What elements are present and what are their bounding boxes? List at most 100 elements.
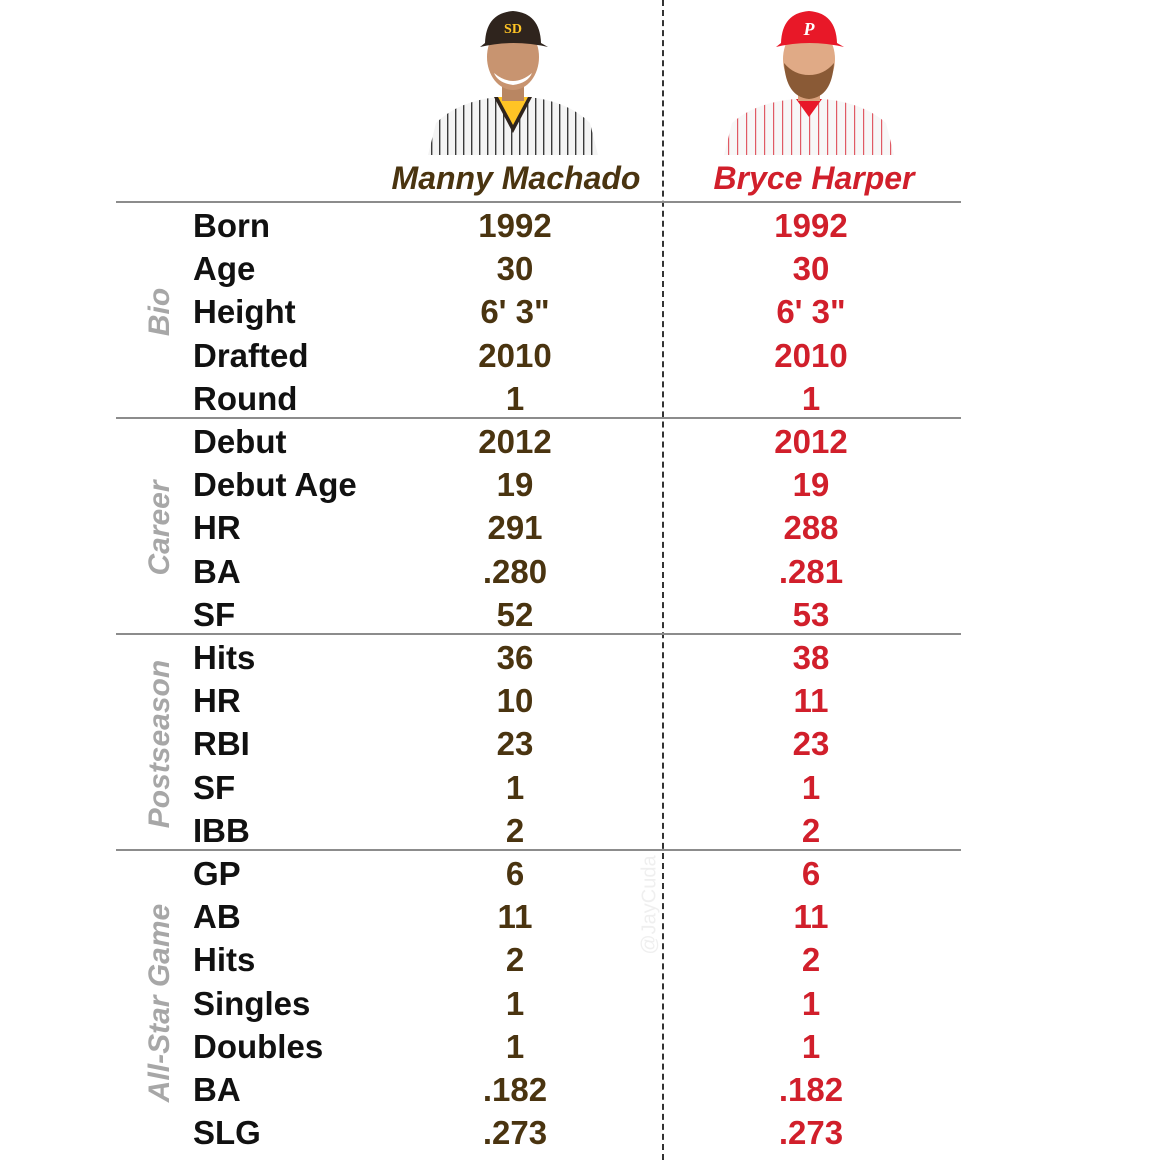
table-row: BA .280 .281 <box>0 550 1170 593</box>
stat-label: Age <box>193 250 256 288</box>
harper-value: 2 <box>801 811 821 849</box>
table-row: Debut Age 19 19 <box>0 463 1170 506</box>
machado-value: 1 <box>505 768 525 806</box>
machado-value: 11 <box>497 898 533 936</box>
harper-value: 11 <box>793 898 829 936</box>
section-divider <box>116 849 961 851</box>
stat-label: Round <box>193 379 298 417</box>
section-divider <box>116 417 961 419</box>
section-divider <box>116 633 961 635</box>
table-row: GP 6 6 <box>0 852 1170 895</box>
harper-value: 6' 3" <box>776 293 846 331</box>
machado-value: 10 <box>496 682 534 720</box>
harper-value: .182 <box>778 1071 844 1108</box>
machado-value: .273 <box>482 1114 548 1152</box>
stat-label: SF <box>193 768 236 806</box>
harper-value: 2010 <box>774 336 848 374</box>
stat-label: Drafted <box>193 336 309 374</box>
section-label-text: All-Star Game <box>143 903 176 1103</box>
table-row: Drafted 2010 2010 <box>0 334 1170 377</box>
harper-value: 38 <box>792 639 830 676</box>
machado-value: 52 <box>496 595 534 633</box>
machado-value: 1 <box>505 379 525 417</box>
table-row: Hits 2 2 <box>0 938 1170 981</box>
column-divider <box>662 0 664 1160</box>
table-row: SF 52 53 <box>0 593 1170 636</box>
table-row: Round 1 1 <box>0 377 1170 420</box>
machado-value: 2010 <box>478 336 552 374</box>
table-row: SF 1 1 <box>0 766 1170 809</box>
stat-label: GP <box>193 855 241 892</box>
stat-label: Doubles <box>193 1027 324 1065</box>
stat-label: HR <box>193 682 241 720</box>
stat-label: Debut Age <box>193 466 357 504</box>
table-row: IBB 2 2 <box>0 809 1170 852</box>
table-row: HR 291 288 <box>0 506 1170 549</box>
harper-value: 1 <box>801 984 821 1022</box>
machado-value: 23 <box>496 725 534 763</box>
machado-value: 1 <box>505 1027 525 1065</box>
harper-value: 6 <box>801 855 821 892</box>
table-row: Debut 2012 2012 <box>0 420 1170 463</box>
machado-headshot-image: SD <box>428 11 598 155</box>
player-photo-machado: SD <box>428 5 598 155</box>
harper-value: 1 <box>801 379 821 417</box>
stat-label: IBB <box>193 811 250 849</box>
machado-value: 19 <box>496 466 534 504</box>
player-name-harper: Bryce Harper <box>713 160 915 196</box>
section-divider <box>116 201 961 203</box>
table-row: Age 30 30 <box>0 247 1170 290</box>
machado-value: 2 <box>505 811 525 849</box>
machado-cap <box>480 11 548 47</box>
table-row: AB 11 11 <box>0 895 1170 938</box>
harper-value: 19 <box>792 466 830 504</box>
table-row: Height 6' 3" 6' 3" <box>0 290 1170 333</box>
machado-value: 2012 <box>478 423 552 460</box>
harper-value: 1 <box>801 1027 821 1065</box>
harper-value: 1992 <box>774 207 848 244</box>
stat-label: AB <box>193 898 241 936</box>
table-row: RBI 23 23 <box>0 722 1170 765</box>
table-row: BA .182 .182 <box>0 1068 1170 1111</box>
machado-value: 1 <box>505 984 525 1022</box>
table-row: SLG .273 .273 <box>0 1111 1170 1154</box>
section-label-text: Bio <box>143 287 176 337</box>
stat-label: SLG <box>193 1114 261 1152</box>
harper-value: 30 <box>792 250 830 288</box>
machado-value: .182 <box>482 1071 548 1108</box>
stat-label: Debut <box>193 423 287 460</box>
table-row: HR 10 11 <box>0 679 1170 722</box>
table-row: Singles 1 1 <box>0 982 1170 1025</box>
machado-value: 2 <box>505 941 525 979</box>
machado-value: 1992 <box>478 207 552 244</box>
stat-label: RBI <box>193 725 250 763</box>
stat-label: HR <box>193 509 241 547</box>
stat-label: BA <box>193 552 241 590</box>
player-photo-harper: P <box>724 5 894 155</box>
harper-value: .273 <box>778 1114 844 1152</box>
harper-value: 1 <box>801 768 821 806</box>
harper-cap <box>776 11 844 47</box>
stat-label: Height <box>193 293 296 331</box>
harper-value: 53 <box>792 595 830 633</box>
section-label-text: Postseason <box>143 659 176 829</box>
machado-cap-logo: SD <box>504 22 522 37</box>
stat-label: Hits <box>193 941 256 979</box>
harper-value: .281 <box>778 552 844 590</box>
stat-label: Hits <box>193 639 256 676</box>
stat-label: BA <box>193 1071 241 1108</box>
harper-value: 11 <box>793 682 829 720</box>
harper-headshot-image: P <box>724 11 894 155</box>
table-row: Doubles 1 1 <box>0 1025 1170 1068</box>
stat-label: Singles <box>193 984 311 1022</box>
machado-value: 291 <box>487 509 543 547</box>
player-name-machado: Manny Machado <box>391 160 641 196</box>
stat-label: SF <box>193 595 236 633</box>
machado-value: 6' 3" <box>480 293 550 331</box>
harper-value: 23 <box>792 725 830 763</box>
machado-value: 30 <box>496 250 534 288</box>
stat-label: Born <box>193 207 270 244</box>
table-row: Born 1992 1992 <box>0 204 1170 247</box>
harper-value: 288 <box>783 509 839 547</box>
machado-value: 6 <box>505 855 525 892</box>
